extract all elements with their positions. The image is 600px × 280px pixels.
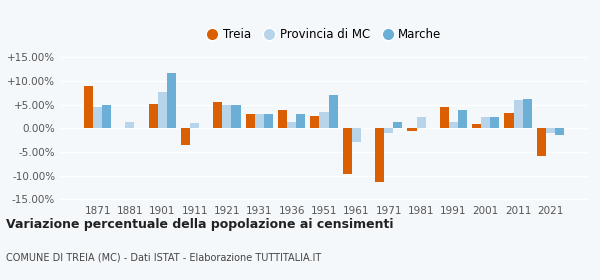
Bar: [319, 112, 329, 128]
Bar: [310, 116, 319, 128]
Bar: [181, 128, 190, 145]
Bar: [416, 116, 425, 128]
Bar: [384, 128, 393, 133]
Text: COMUNE DI TREIA (MC) - Dati ISTAT - Elaborazione TUTTITALIA.IT: COMUNE DI TREIA (MC) - Dati ISTAT - Elab…: [6, 252, 321, 262]
Bar: [514, 100, 523, 128]
Bar: [84, 86, 93, 128]
Bar: [537, 128, 546, 156]
Bar: [490, 116, 499, 128]
Bar: [167, 73, 176, 128]
Text: Variazione percentuale della popolazione ai censimenti: Variazione percentuale della popolazione…: [6, 218, 394, 231]
Bar: [264, 114, 273, 128]
Bar: [329, 95, 338, 128]
Bar: [352, 128, 361, 142]
Bar: [214, 102, 223, 128]
Bar: [375, 128, 384, 182]
Bar: [246, 114, 255, 128]
Bar: [393, 122, 402, 128]
Bar: [93, 107, 102, 128]
Bar: [255, 114, 264, 128]
Bar: [296, 114, 305, 128]
Bar: [278, 110, 287, 128]
Bar: [505, 113, 514, 128]
Bar: [223, 105, 232, 128]
Bar: [449, 122, 458, 128]
Bar: [546, 128, 555, 133]
Bar: [343, 128, 352, 174]
Bar: [555, 128, 564, 136]
Bar: [407, 128, 416, 131]
Bar: [232, 105, 241, 128]
Bar: [481, 118, 490, 128]
Bar: [125, 122, 134, 128]
Bar: [523, 99, 532, 128]
Legend: Treia, Provincia di MC, Marche: Treia, Provincia di MC, Marche: [202, 23, 446, 45]
Bar: [190, 123, 199, 128]
Bar: [287, 122, 296, 128]
Bar: [440, 107, 449, 128]
Bar: [458, 110, 467, 128]
Bar: [472, 124, 481, 128]
Bar: [149, 104, 158, 128]
Bar: [102, 105, 111, 128]
Bar: [158, 92, 167, 128]
